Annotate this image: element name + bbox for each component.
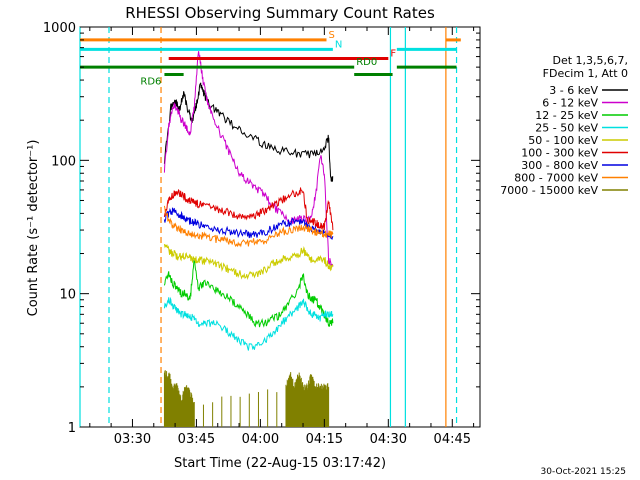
flag-label: N bbox=[335, 39, 342, 50]
flag-label: RD0 bbox=[356, 57, 377, 68]
legend-entry-label: 800 - 7000 keV bbox=[514, 172, 598, 185]
series-line bbox=[163, 51, 334, 268]
timestamp: 30-Oct-2021 15:25 bbox=[541, 467, 626, 477]
series-line bbox=[163, 205, 334, 248]
legend: Det 1,3,5,6,7,FDecim 1, Att 0 3 - 6 keV6 … bbox=[500, 54, 628, 197]
x-tick-label: 04:30 bbox=[370, 432, 407, 447]
series-line bbox=[163, 187, 334, 231]
y-tick-label: 1 bbox=[68, 421, 76, 436]
series-line bbox=[163, 243, 334, 281]
legend-entry-label: 25 - 50 keV bbox=[535, 122, 598, 135]
series-line bbox=[163, 82, 334, 182]
y-tick-label: 100 bbox=[51, 154, 76, 169]
legend-entry-label: 3 - 6 keV bbox=[549, 84, 598, 97]
flag-label: F bbox=[390, 49, 396, 60]
legend-entry-label: 100 - 300 keV bbox=[521, 147, 598, 160]
legend-entry-label: 300 - 800 keV bbox=[521, 159, 598, 172]
x-tick-label: 04:00 bbox=[242, 432, 279, 447]
series-line bbox=[163, 296, 334, 351]
series-line bbox=[163, 207, 334, 240]
legend-header: Det 1,3,5,6,7, bbox=[552, 54, 628, 67]
legend-entry-label: 6 - 12 keV bbox=[542, 97, 598, 110]
chart-title: RHESSI Observing Summary Count Rates bbox=[125, 4, 435, 22]
y-tick-label: 10 bbox=[59, 288, 76, 303]
y-tick-label: 1000 bbox=[43, 21, 76, 36]
x-tick-label: 03:45 bbox=[178, 432, 215, 447]
legend-entry-label: 12 - 25 keV bbox=[535, 109, 598, 122]
flag-label: S bbox=[328, 30, 334, 41]
legend-entry-label: 50 - 100 keV bbox=[528, 134, 598, 147]
legend-entry-label: 7000 - 15000 keV bbox=[500, 184, 598, 197]
flag-label: RD6 bbox=[140, 77, 161, 88]
x-tick-label: 04:15 bbox=[306, 432, 343, 447]
series-line bbox=[163, 259, 334, 328]
legend-header: FDecim 1, Att 0 bbox=[543, 67, 628, 80]
x-tick-label: 03:30 bbox=[114, 432, 151, 447]
x-axis-label: Start Time (22-Aug-15 03:17:42) bbox=[174, 456, 386, 471]
x-tick-label: 04:45 bbox=[434, 432, 471, 447]
y-axis-label: Count Rate (s⁻¹ detector⁻¹) bbox=[26, 140, 41, 317]
